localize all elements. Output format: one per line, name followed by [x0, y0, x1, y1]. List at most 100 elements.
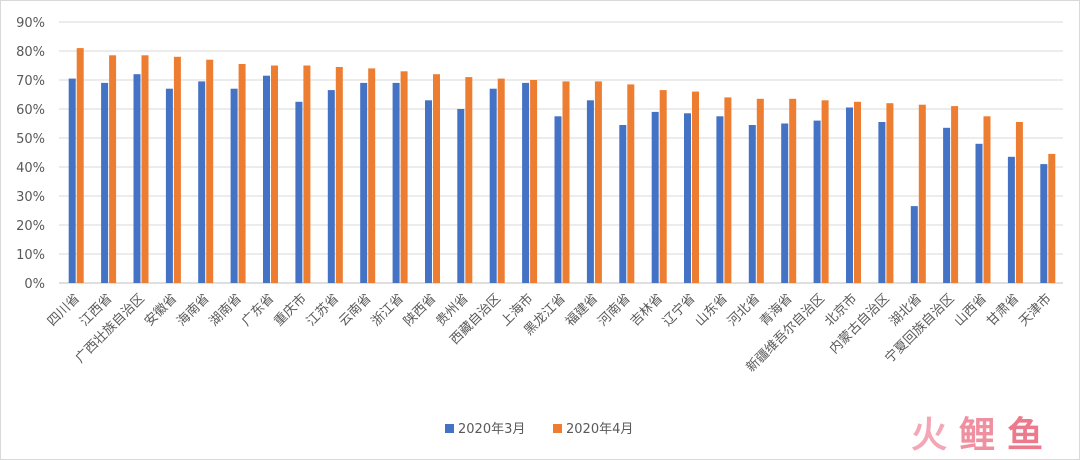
x-category-label: 云南省	[336, 291, 375, 330]
bar-march	[878, 122, 886, 283]
bar-march	[1007, 156, 1015, 283]
x-category-label: 山东省	[693, 291, 731, 329]
bar-april	[821, 100, 829, 283]
x-category-label: 广东省	[239, 291, 277, 329]
x-category-label: 安徽省	[142, 291, 180, 329]
bar-march	[198, 81, 206, 284]
bar-april	[983, 116, 991, 284]
bar-april	[303, 65, 311, 283]
bar-march	[263, 75, 270, 283]
x-category-label: 重庆市	[271, 291, 310, 330]
bar-march	[1040, 164, 1048, 283]
bar-april	[854, 101, 861, 284]
bar-march	[813, 120, 821, 283]
bar-april	[594, 81, 602, 284]
bar-march	[522, 82, 530, 284]
bar-april	[497, 78, 505, 283]
x-category-label: 湖南省	[206, 291, 245, 330]
y-axis-ticks: 0% 10% 20% 30% 40% 50% 60% 70% 80% 90%	[16, 16, 45, 292]
x-category-label: 四川省	[45, 291, 83, 329]
bar-april	[627, 84, 635, 284]
x-category-label: 海南省	[174, 291, 213, 330]
bar-march	[975, 143, 983, 283]
x-category-label: 天津市	[1016, 291, 1055, 330]
bar-march	[133, 74, 141, 283]
bar-april	[206, 59, 214, 284]
bar-march	[684, 113, 691, 283]
legend-swatch-april	[553, 424, 562, 433]
bar-march	[619, 125, 627, 283]
bar-march	[489, 88, 497, 283]
bar-april	[562, 81, 570, 284]
y-tick-label: 30%	[16, 190, 45, 205]
bar-march	[910, 206, 918, 283]
bar-april	[886, 103, 894, 283]
x-category-label: 河南省	[595, 291, 634, 330]
y-tick-label: 80%	[16, 45, 45, 60]
bar-march	[425, 100, 432, 283]
bar-march	[457, 109, 465, 283]
bar-march	[586, 100, 594, 283]
x-category-label: 吉林省	[628, 291, 666, 329]
bars	[68, 48, 1056, 284]
y-tick-label: 70%	[16, 74, 45, 89]
bar-april	[465, 77, 473, 283]
bar-april	[724, 97, 732, 284]
bar-march	[360, 82, 368, 284]
bar-march	[716, 116, 724, 284]
x-category-label: 江苏省	[303, 291, 342, 330]
bar-april	[692, 91, 699, 283]
bar-march	[392, 82, 400, 284]
bar-april	[76, 48, 84, 283]
x-category-label: 辽宁省	[659, 291, 698, 330]
bar-march	[327, 90, 335, 283]
watermark-logo: 火 鲤 鱼	[911, 415, 1043, 456]
bar-april	[335, 67, 343, 283]
watermark-char: 鱼	[1007, 415, 1043, 456]
bar-march	[846, 107, 853, 283]
x-category-label: 福建省	[563, 291, 601, 329]
y-tick-label: 10%	[16, 248, 45, 263]
bar-april	[918, 104, 926, 283]
bar-april	[141, 55, 149, 283]
bar-april	[400, 71, 408, 283]
bar-march	[230, 88, 238, 283]
x-category-label: 浙江省	[369, 291, 407, 329]
y-tick-label: 50%	[16, 132, 45, 147]
bar-march	[165, 88, 173, 283]
bar-march	[781, 123, 789, 283]
x-category-label: 甘肃省	[984, 291, 1022, 329]
watermark-char: 鲤	[959, 415, 995, 456]
bar-april	[1048, 153, 1056, 283]
legend: 2020年3月 2020年4月	[445, 422, 633, 437]
x-category-label: 山西省	[952, 291, 990, 329]
y-tick-label: 60%	[16, 103, 45, 118]
bar-april	[530, 80, 538, 283]
legend-label-march: 2020年3月	[458, 422, 525, 437]
y-tick-label: 0%	[24, 277, 45, 292]
legend-label-april: 2020年4月	[566, 422, 633, 437]
bar-march	[295, 101, 303, 284]
y-tick-label: 20%	[16, 219, 45, 234]
bar-april	[271, 65, 278, 283]
bar-march	[748, 125, 756, 283]
bar-april	[756, 98, 764, 283]
y-tick-label: 90%	[16, 16, 45, 31]
bar-march	[943, 127, 951, 283]
bar-march	[68, 78, 76, 283]
bar-march	[651, 111, 659, 284]
bar-april	[238, 64, 246, 283]
legend-swatch-march	[445, 424, 454, 433]
bar-april	[433, 74, 440, 283]
x-axis-labels: 四川省江西省广西壮族自治区安徽省海南省湖南省广东省重庆市江苏省云南省浙江省陕西省…	[45, 291, 1055, 376]
watermark-char: 火	[911, 415, 947, 456]
bar-april	[173, 56, 181, 283]
bar-april	[109, 55, 117, 283]
bar-april	[368, 68, 376, 284]
bar-march	[101, 82, 109, 284]
y-tick-label: 40%	[16, 161, 45, 176]
bar-april	[1015, 122, 1023, 283]
bar-march	[554, 116, 562, 284]
